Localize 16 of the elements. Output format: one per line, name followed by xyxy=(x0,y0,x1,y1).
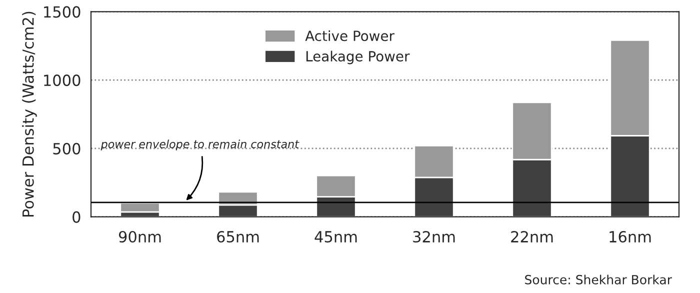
legend-label: Leakage Power xyxy=(306,50,410,64)
y-tick-label: 1500 xyxy=(44,6,80,18)
x-tick-label: 16nm xyxy=(610,230,651,243)
source-note: Source: Shekhar Borkar xyxy=(525,274,672,284)
ref-line-label: power envelope to remain constant xyxy=(100,140,300,150)
x-tick-label: 32nm xyxy=(413,230,455,243)
y-axis-title: Power Density (Watts/cm2) xyxy=(22,12,37,217)
y-tick-label: 0 xyxy=(72,211,80,223)
bar xyxy=(120,202,160,213)
legend-label: Active Power xyxy=(305,30,394,42)
y-tick-label: 500 xyxy=(53,142,80,154)
x-tick-label: 45nm xyxy=(314,231,357,243)
x-tick-label: 22nm xyxy=(511,230,553,242)
x-tick-label: 90nm xyxy=(118,230,161,243)
y-tick-label: 1000 xyxy=(44,74,80,86)
x-tick-label: 65nm xyxy=(217,230,259,243)
